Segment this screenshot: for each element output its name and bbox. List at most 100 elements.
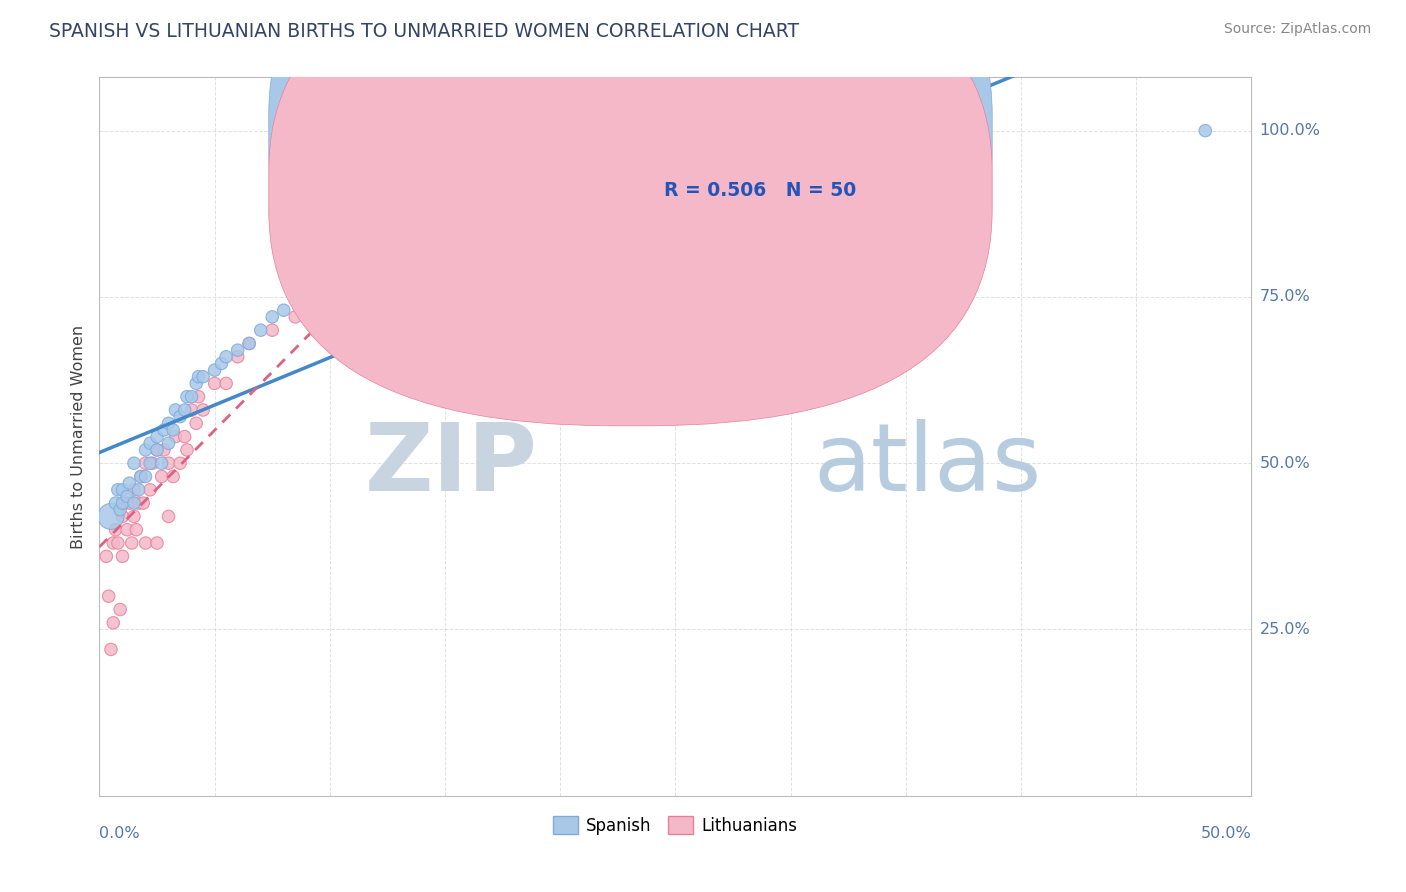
Text: 75.0%: 75.0% [1260, 289, 1310, 304]
Point [107, 536, 129, 550]
Point [129, 469, 152, 483]
Point [162, 423, 184, 437]
Point [157, 436, 180, 450]
Point [457, 217, 479, 231]
Point [100, 642, 122, 657]
Point [176, 390, 198, 404]
Point [115, 490, 138, 504]
Point [121, 536, 143, 550]
Point [191, 369, 214, 384]
Point [128, 496, 150, 510]
Point [129, 469, 152, 483]
Point [262, 310, 284, 324]
Point [204, 376, 226, 391]
Point [132, 496, 155, 510]
Point [128, 483, 150, 497]
Point [146, 442, 169, 457]
Point [118, 496, 141, 510]
Point [186, 417, 208, 431]
Point [100, 509, 122, 524]
Point [388, 236, 411, 251]
Point [169, 456, 191, 470]
Point [114, 496, 136, 510]
Point [187, 369, 209, 384]
Point [139, 483, 162, 497]
Point [96, 549, 118, 564]
Point [180, 403, 202, 417]
Point [204, 363, 226, 377]
Point [319, 270, 342, 285]
Point [295, 290, 318, 304]
Point [157, 417, 180, 431]
Point [165, 429, 187, 443]
Point [104, 523, 127, 537]
Point [150, 456, 173, 470]
Point [249, 323, 271, 337]
Point [215, 350, 238, 364]
Point [139, 456, 162, 470]
Point [103, 615, 125, 630]
Point [111, 483, 134, 497]
Point [186, 376, 208, 391]
Point [122, 509, 145, 524]
Point [187, 390, 209, 404]
Point [226, 350, 249, 364]
Point [122, 483, 145, 497]
Point [97, 589, 120, 603]
Point [122, 456, 145, 470]
Text: atlas: atlas [814, 419, 1042, 511]
Point [342, 257, 364, 271]
Point [238, 336, 260, 351]
Point [526, 203, 548, 218]
Point [139, 436, 162, 450]
Point [146, 429, 169, 443]
Text: SPANISH VS LITHUANIAN BIRTHS TO UNMARRIED WOMEN CORRELATION CHART: SPANISH VS LITHUANIAN BIRTHS TO UNMARRIE… [49, 22, 800, 41]
Text: Source: ZipAtlas.com: Source: ZipAtlas.com [1223, 22, 1371, 37]
Point [388, 244, 411, 258]
Text: R = 0.506   N = 50: R = 0.506 N = 50 [664, 181, 856, 200]
Point [134, 536, 156, 550]
Point [211, 356, 233, 370]
Point [548, 203, 571, 218]
Point [115, 523, 138, 537]
Point [215, 376, 238, 391]
Text: 100.0%: 100.0% [1260, 123, 1320, 138]
Point [134, 456, 156, 470]
FancyBboxPatch shape [269, 0, 993, 368]
Point [173, 403, 195, 417]
Point [111, 496, 134, 510]
Point [180, 390, 202, 404]
Point [141, 456, 163, 470]
Point [146, 536, 169, 550]
Point [107, 483, 129, 497]
Point [1194, 123, 1216, 137]
Point [157, 509, 180, 524]
Point [125, 523, 148, 537]
Point [226, 343, 249, 358]
Point [169, 409, 191, 424]
Point [238, 336, 260, 351]
Point [457, 223, 479, 237]
Legend: Spanish, Lithuanians: Spanish, Lithuanians [547, 810, 804, 841]
Point [157, 456, 180, 470]
Point [307, 290, 329, 304]
Text: 50.0%: 50.0% [1260, 456, 1310, 471]
Point [262, 323, 284, 337]
Point [173, 429, 195, 443]
Text: 0.0%: 0.0% [100, 826, 141, 841]
Text: R = 0.728   N = 47: R = 0.728 N = 47 [664, 124, 856, 143]
Point [118, 476, 141, 491]
Point [162, 469, 184, 483]
Point [108, 602, 131, 616]
Point [284, 310, 307, 324]
Point [134, 442, 156, 457]
Point [150, 469, 173, 483]
Point [273, 303, 295, 318]
FancyBboxPatch shape [269, 0, 993, 425]
Text: 50.0%: 50.0% [1201, 826, 1251, 841]
Point [111, 549, 134, 564]
Point [153, 423, 176, 437]
Point [191, 403, 214, 417]
Point [146, 442, 169, 457]
Y-axis label: Births to Unmarried Women: Births to Unmarried Women [72, 325, 86, 549]
